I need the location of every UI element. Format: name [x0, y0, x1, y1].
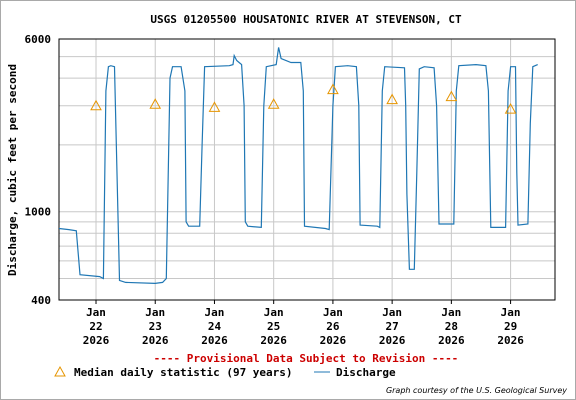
provisional-note: ---- Provisional Data Subject to Revisio… [154, 352, 459, 365]
y-tick-label: 1000 [25, 206, 52, 219]
median-marker [208, 101, 221, 112]
x-tick-year: 2026 [438, 334, 465, 347]
x-tick-day: 25 [267, 320, 280, 333]
legend-median-symbol [54, 365, 66, 377]
legend-discharge-label: Discharge [336, 366, 396, 379]
median-marker [149, 98, 162, 109]
x-tick-month: Jan [441, 306, 461, 319]
x-tick-month: Jan [323, 306, 343, 319]
plot-area-border [58, 38, 556, 301]
legend-median-label: Median daily statistic (97 years) [74, 366, 293, 379]
x-tick-day: 29 [504, 320, 517, 333]
x-tick-month: Jan [205, 306, 225, 319]
x-tick-month: Jan [501, 306, 521, 319]
x-tick-month: Jan [145, 306, 165, 319]
x-tick-day: 26 [326, 320, 340, 333]
x-tick-year: 2026 [320, 334, 347, 347]
median-marker [445, 90, 458, 102]
discharge-line [58, 47, 538, 285]
grid-lines [59, 39, 555, 300]
legend: Median daily statistic (97 years) Discha… [54, 365, 396, 379]
x-tick-month: Jan [86, 306, 106, 319]
series-layer [58, 47, 538, 285]
median-marker [504, 103, 517, 114]
usgs-credit: Graph courtesy of the U.S. Geological Su… [386, 386, 567, 395]
x-tick-day: 22 [89, 320, 102, 333]
median-marker [267, 98, 280, 109]
x-tick-year: 2026 [497, 334, 524, 347]
y-axis-label: Discharge, cubic feet per second [6, 64, 19, 276]
x-tick-year: 2026 [379, 334, 406, 347]
median-marker [327, 83, 339, 95]
x-tick-day: 27 [386, 320, 399, 333]
x-tick-year: 2026 [142, 334, 169, 347]
x-tick-day: 23 [149, 320, 162, 333]
x-tick-year: 2026 [83, 334, 110, 347]
x-tick-year: 2026 [260, 334, 287, 347]
chart-title: USGS 01205500 HOUSATONIC RIVER AT STEVEN… [150, 13, 462, 26]
x-axis-ticks: Jan222026Jan232026Jan242026Jan252026Jan2… [83, 300, 524, 347]
x-tick-year: 2026 [201, 334, 228, 347]
median-marker [90, 99, 102, 111]
y-axis-ticks: 400 1000 6000 [25, 33, 52, 307]
x-tick-day: 24 [208, 320, 222, 333]
y-tick-label: 6000 [25, 33, 52, 46]
x-tick-month: Jan [264, 306, 284, 319]
median-marker [386, 93, 398, 105]
y-tick-label: 400 [31, 294, 51, 307]
x-tick-month: Jan [382, 306, 402, 319]
x-tick-day: 28 [445, 320, 458, 333]
